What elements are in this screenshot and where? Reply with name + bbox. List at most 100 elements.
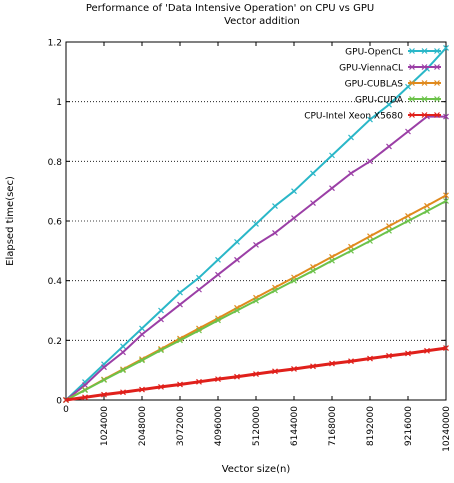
y-axis-label: Elapsed time(sec) bbox=[5, 176, 16, 266]
data-point bbox=[139, 357, 145, 364]
x-axis-label: Vector size(n) bbox=[222, 464, 291, 475]
data-point bbox=[82, 394, 88, 401]
data-point bbox=[386, 143, 392, 150]
data-point bbox=[196, 378, 202, 385]
legend-marker bbox=[421, 80, 428, 86]
data-point bbox=[386, 223, 392, 229]
x-tick-label: 10240000 bbox=[442, 406, 452, 452]
data-point bbox=[405, 128, 411, 135]
y-tick-label: 0.2 bbox=[48, 337, 62, 347]
data-point bbox=[253, 371, 259, 377]
y-axis: 0 0.2 0.4 0.6 0.8 1 1.2 bbox=[48, 39, 446, 407]
data-point bbox=[386, 227, 392, 234]
legend-marker bbox=[434, 64, 440, 70]
data-point bbox=[253, 241, 259, 248]
data-point bbox=[139, 325, 145, 332]
data-point bbox=[158, 307, 164, 314]
data-point bbox=[101, 391, 107, 398]
legend-label: CPU-Intel Xeon X5680 bbox=[304, 112, 403, 122]
data-point bbox=[253, 297, 259, 304]
legend-marker bbox=[434, 48, 440, 54]
data-point bbox=[329, 185, 335, 192]
x-tick-label: 3072000 bbox=[176, 406, 186, 446]
legend-label: GPU-OpenCL bbox=[345, 48, 403, 58]
legend-marker bbox=[409, 80, 415, 86]
data-point bbox=[215, 256, 221, 263]
data-point bbox=[177, 301, 183, 308]
data-point bbox=[272, 287, 278, 294]
legend-marker bbox=[409, 48, 415, 54]
data-point bbox=[196, 286, 202, 293]
data-point bbox=[215, 376, 221, 383]
data-point bbox=[329, 152, 335, 159]
data-point bbox=[367, 355, 373, 362]
data-point bbox=[177, 381, 183, 388]
data-point bbox=[272, 230, 278, 236]
data-point bbox=[234, 238, 240, 245]
legend-marker bbox=[409, 96, 415, 102]
data-point bbox=[196, 327, 202, 334]
legend: GPU-OpenCL GPU-ViennaCL GPU-CUBLAS GPU-CUDA… bbox=[304, 48, 441, 122]
series-layer bbox=[63, 45, 449, 403]
y-tick-label: 1.2 bbox=[48, 39, 62, 49]
legend-marker bbox=[434, 80, 440, 86]
data-point bbox=[234, 256, 240, 263]
data-point bbox=[443, 45, 449, 51]
data-point bbox=[215, 271, 221, 278]
data-point bbox=[367, 238, 373, 244]
data-point bbox=[291, 277, 297, 284]
data-point bbox=[424, 347, 430, 354]
x-tick-label: 5120000 bbox=[252, 406, 262, 446]
grid-lines bbox=[66, 101, 446, 341]
x-tick-label: 0 bbox=[63, 405, 69, 415]
legend-marker bbox=[434, 112, 440, 118]
data-point bbox=[443, 345, 449, 352]
data-point bbox=[234, 373, 240, 380]
data-point bbox=[405, 350, 411, 357]
data-point bbox=[120, 343, 126, 350]
data-point bbox=[424, 202, 430, 209]
data-point bbox=[139, 386, 145, 393]
data-point bbox=[386, 101, 392, 108]
data-point bbox=[101, 377, 107, 383]
data-point bbox=[405, 218, 411, 224]
legend-marker bbox=[409, 112, 415, 118]
data-point bbox=[120, 349, 126, 356]
data-point bbox=[291, 366, 297, 372]
data-point bbox=[272, 368, 278, 375]
x-tick-label: 8192000 bbox=[366, 406, 376, 446]
data-point bbox=[329, 360, 335, 367]
x-tick-label: 4096000 bbox=[214, 406, 224, 446]
data-point bbox=[63, 397, 69, 403]
data-point bbox=[310, 170, 316, 177]
x-tick-label: 2048000 bbox=[138, 406, 148, 446]
data-point bbox=[158, 347, 164, 354]
legend-label: GPU-ViennaCL bbox=[339, 64, 403, 74]
chart-subtitle: Vector addition bbox=[224, 16, 300, 27]
data-point bbox=[348, 247, 354, 254]
data-point bbox=[424, 208, 430, 215]
data-point bbox=[234, 307, 240, 314]
legend-marker bbox=[409, 64, 415, 70]
data-point bbox=[348, 134, 354, 141]
data-point bbox=[367, 116, 373, 123]
y-tick-label: 0.4 bbox=[48, 277, 63, 287]
x-tick-label: 1024000 bbox=[100, 406, 110, 446]
chart-title: Performance of 'Data Intensive Operation… bbox=[86, 3, 374, 14]
data-point bbox=[120, 367, 126, 374]
y-tick-label: 1 bbox=[56, 98, 62, 108]
y-tick-label: 0.6 bbox=[48, 218, 63, 228]
y-tick-label: 0 bbox=[56, 397, 62, 407]
legend-marker bbox=[421, 64, 428, 70]
data-point bbox=[196, 274, 202, 281]
x-tick-label: 9216000 bbox=[404, 406, 414, 446]
data-point bbox=[139, 331, 145, 338]
legend-marker bbox=[434, 96, 440, 102]
data-point bbox=[158, 316, 164, 323]
legend-label: GPU-CUDA bbox=[355, 96, 404, 106]
data-point bbox=[367, 233, 373, 240]
data-point bbox=[348, 170, 354, 177]
legend-marker bbox=[421, 96, 428, 102]
x-axis: 0 1024000 2048000 3072000 4096000 5120000 6144… bbox=[63, 42, 452, 452]
